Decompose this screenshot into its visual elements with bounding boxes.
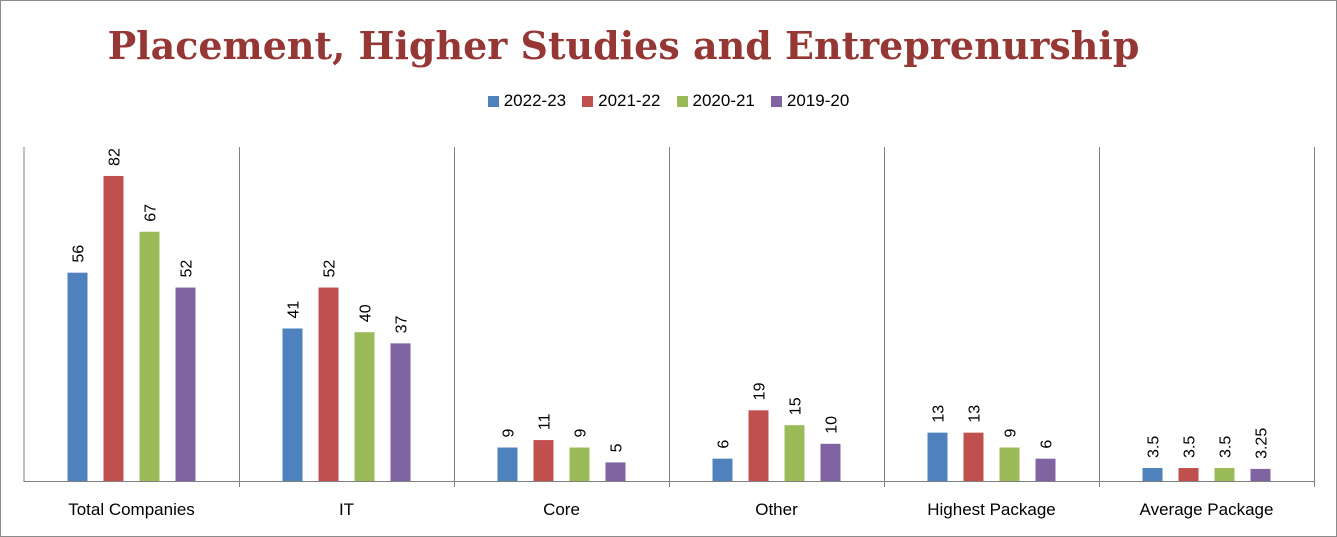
legend-item-2020-21: 2020-21	[676, 91, 755, 111]
data-label: 3.25	[1254, 428, 1271, 459]
bar-2021-22-it	[318, 287, 339, 481]
legend-swatch	[582, 95, 594, 107]
data-label: 19	[752, 382, 769, 400]
legend-swatch	[770, 95, 782, 107]
bar-2019-20-core	[605, 462, 626, 481]
data-label: 41	[286, 301, 303, 319]
bar-2022-23-average-package	[1142, 467, 1163, 481]
data-label: 3.5	[1218, 436, 1235, 458]
legend-swatch	[487, 95, 499, 107]
legend-item-2022-23: 2022-23	[487, 91, 567, 111]
legend-swatch	[676, 95, 688, 107]
data-label: 13	[967, 405, 984, 423]
data-label: 67	[143, 204, 160, 222]
bar-2020-21-average-package	[1214, 467, 1235, 481]
legend-item-2019-20: 2019-20	[770, 91, 850, 111]
chart-title: Placement, Higher Studies and Entreprenu…	[107, 23, 1140, 68]
bar-2021-22-average-package	[1178, 467, 1199, 481]
bar-2022-23-other	[712, 458, 733, 481]
bar-2019-20-average-package	[1250, 468, 1271, 481]
legend-label: 2022-23	[503, 91, 567, 110]
x-tick-label: Highest Package	[927, 500, 1056, 519]
bar-2022-23-total-companies	[67, 272, 88, 481]
bar-2020-21-highest-package	[999, 447, 1020, 481]
x-tick-label: IT	[339, 500, 354, 519]
bar-2019-20-it	[390, 343, 411, 481]
data-label: 15	[788, 397, 805, 415]
bar-2021-22-core	[533, 440, 554, 481]
legend-label: 2021-22	[598, 91, 661, 110]
data-label: 9	[1003, 429, 1020, 438]
bar-2022-23-it	[282, 328, 303, 481]
x-tick-label: Other	[755, 500, 798, 519]
bar-2022-23-highest-package	[927, 432, 948, 481]
data-label: 82	[107, 148, 124, 166]
legend-label: 2020-21	[692, 91, 755, 110]
data-label: 9	[573, 429, 590, 438]
data-label: 52	[322, 260, 339, 278]
bar-2020-21-total-companies	[139, 231, 160, 481]
bar-2019-20-other	[820, 443, 841, 481]
bar-2020-21-core	[569, 447, 590, 481]
data-label: 37	[394, 315, 411, 333]
bar-2021-22-other	[748, 410, 769, 481]
data-label: 13	[931, 405, 948, 423]
x-tick-label: Total Companies	[68, 500, 195, 519]
data-label: 6	[716, 440, 733, 449]
bar-2021-22-highest-package	[963, 432, 984, 481]
bar-2019-20-total-companies	[175, 287, 196, 481]
data-label: 5	[609, 443, 626, 452]
data-label: 10	[824, 416, 841, 434]
bar-2021-22-total-companies	[103, 175, 124, 481]
data-label: 40	[358, 304, 375, 322]
legend-item-2021-22: 2021-22	[582, 91, 661, 111]
data-label: 11	[537, 413, 554, 430]
data-label: 56	[71, 245, 88, 263]
chart-legend: 2022-23 2021-22 2020-21 2019-20	[1, 91, 1336, 111]
bar-2022-23-core	[497, 447, 518, 481]
bar-2019-20-highest-package	[1035, 458, 1056, 481]
x-tick-label: Core	[543, 500, 580, 519]
data-label: 9	[501, 429, 518, 438]
bar-2020-21-it	[354, 332, 375, 481]
data-label: 3.5	[1146, 436, 1163, 458]
data-label: 52	[179, 260, 196, 278]
data-label: 6	[1039, 440, 1056, 449]
data-label: 3.5	[1182, 436, 1199, 458]
x-tick-label: Average Package	[1140, 500, 1274, 519]
bar-2020-21-other	[784, 425, 805, 481]
legend-label: 2019-20	[786, 91, 850, 110]
